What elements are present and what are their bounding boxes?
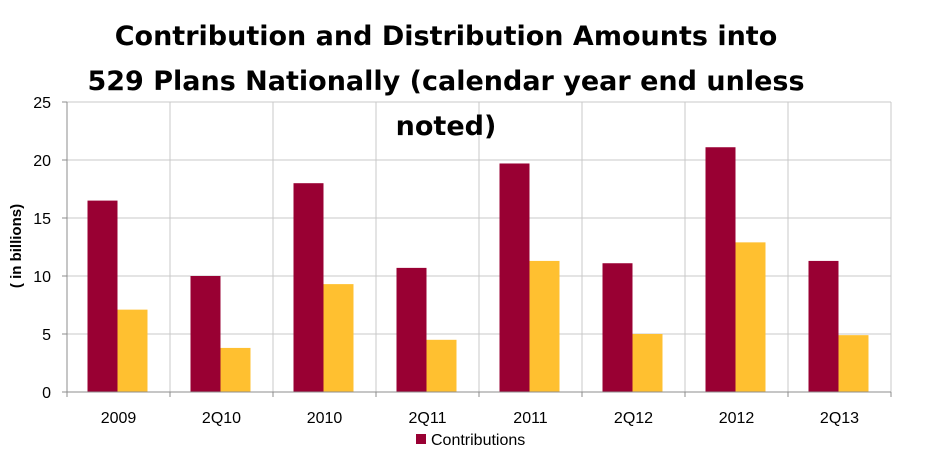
bar-contributions-2Q13 xyxy=(808,260,839,392)
x-tick-label-2Q11: 2Q11 xyxy=(409,410,447,427)
y-tick-label-15: 15 xyxy=(33,211,51,228)
chart-title-line-2: 529 Plans Nationally (calendar year end … xyxy=(87,66,804,97)
bars xyxy=(87,147,869,392)
y-tick-label-5: 5 xyxy=(42,327,51,344)
x-tick-label-2Q10: 2Q10 xyxy=(202,410,241,427)
y-tick-label-25: 25 xyxy=(33,95,51,112)
grid xyxy=(67,101,892,392)
x-tick-labels: 2009 2Q10 2010 2Q11 2011 2Q12 2012 2Q13 xyxy=(101,410,859,427)
bar-series-2-2009 xyxy=(117,309,148,392)
bar-series-2-2Q11 xyxy=(426,339,457,392)
x-tick-label-2010: 2010 xyxy=(307,410,343,427)
bar-series-2-2011 xyxy=(529,260,560,392)
legend-label-contributions: Contributions xyxy=(431,432,525,449)
x-tick-label-2Q12: 2Q12 xyxy=(614,410,653,427)
x-tick-label-2011: 2011 xyxy=(513,410,548,427)
y-tick-label-20: 20 xyxy=(33,153,51,170)
legend-swatch-contributions xyxy=(416,434,426,444)
bar-contributions-2Q11 xyxy=(396,267,427,392)
chart-title-line-1: Contribution and Distribution Amounts in… xyxy=(115,21,778,52)
legend: Contributions xyxy=(416,432,525,449)
bar-series-2-2012 xyxy=(735,242,766,392)
bar-series-2-2Q10 xyxy=(220,347,251,392)
x-tick-label-2Q13: 2Q13 xyxy=(820,410,859,427)
bar-contributions-2012 xyxy=(705,147,736,392)
y-axis-label: ( in billions) xyxy=(8,204,25,288)
bar-series-2-2Q12 xyxy=(632,334,663,392)
chart-title-line-3: noted) xyxy=(396,111,497,142)
y-tick-label-10: 10 xyxy=(33,269,51,286)
bar-contributions-2Q10 xyxy=(190,276,221,392)
bar-contributions-2011 xyxy=(499,163,530,392)
y-tick-labels: 0 5 10 15 20 25 xyxy=(33,95,51,402)
chart-title: Contribution and Distribution Amounts in… xyxy=(87,21,804,142)
bar-contributions-2010 xyxy=(293,183,324,392)
bar-series-2-2010 xyxy=(323,284,354,392)
x-tick-label-2012: 2012 xyxy=(719,410,755,427)
bar-contributions-2Q12 xyxy=(602,263,633,392)
x-tick-label-2009: 2009 xyxy=(101,410,137,427)
bar-contributions-2009 xyxy=(87,200,118,392)
axes xyxy=(62,101,892,397)
bar-series-2-2Q13 xyxy=(838,335,869,392)
y-tick-label-0: 0 xyxy=(42,385,51,402)
